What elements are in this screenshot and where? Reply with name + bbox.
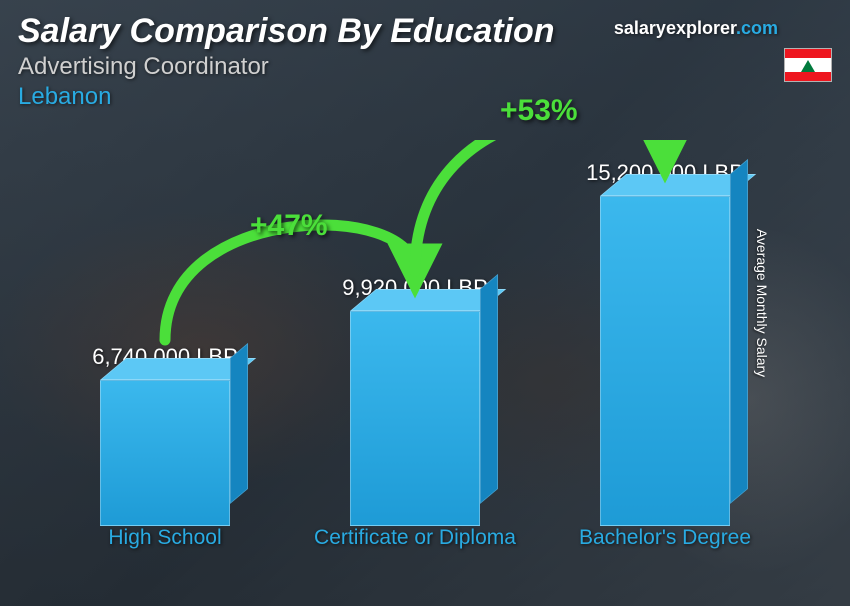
bar-3d <box>100 380 230 526</box>
labels-container: High School Certificate or Diploma Bachelo… <box>40 526 790 576</box>
bar-front-face <box>350 311 480 526</box>
watermark-suffix: .com <box>736 18 778 38</box>
watermark: salaryexplorer.com <box>614 18 778 39</box>
lebanon-flag-icon <box>784 48 832 82</box>
bar-label: Bachelor's Degree <box>555 526 775 576</box>
increase-pct: +47% <box>250 209 328 243</box>
salary-bar-chart: 6,740,000 LBP9,920,000 LBP15,200,000 LBP… <box>40 140 790 576</box>
bar-side-face <box>230 343 248 504</box>
bar-group: 15,200,000 LBP <box>555 160 775 526</box>
bar-side-face <box>730 159 748 504</box>
bar-group: 6,740,000 LBP <box>55 344 275 526</box>
increase-pct: +53% <box>500 94 578 128</box>
bar-front-face <box>100 380 230 526</box>
bar-front-face <box>600 196 730 526</box>
bars-container: 6,740,000 LBP9,920,000 LBP15,200,000 LBP <box>40 156 790 526</box>
bar-side-face <box>480 274 498 504</box>
country-label: Lebanon <box>18 83 832 111</box>
bar-3d <box>600 196 730 526</box>
watermark-brand: salaryexplorer <box>614 18 736 38</box>
cedar-tree-icon <box>801 60 815 72</box>
bar-group: 9,920,000 LBP <box>305 275 525 526</box>
job-subtitle: Advertising Coordinator <box>18 53 832 81</box>
bar-label: High School <box>55 526 275 576</box>
bar-label: Certificate or Diploma <box>305 526 525 576</box>
bar-3d <box>350 311 480 526</box>
